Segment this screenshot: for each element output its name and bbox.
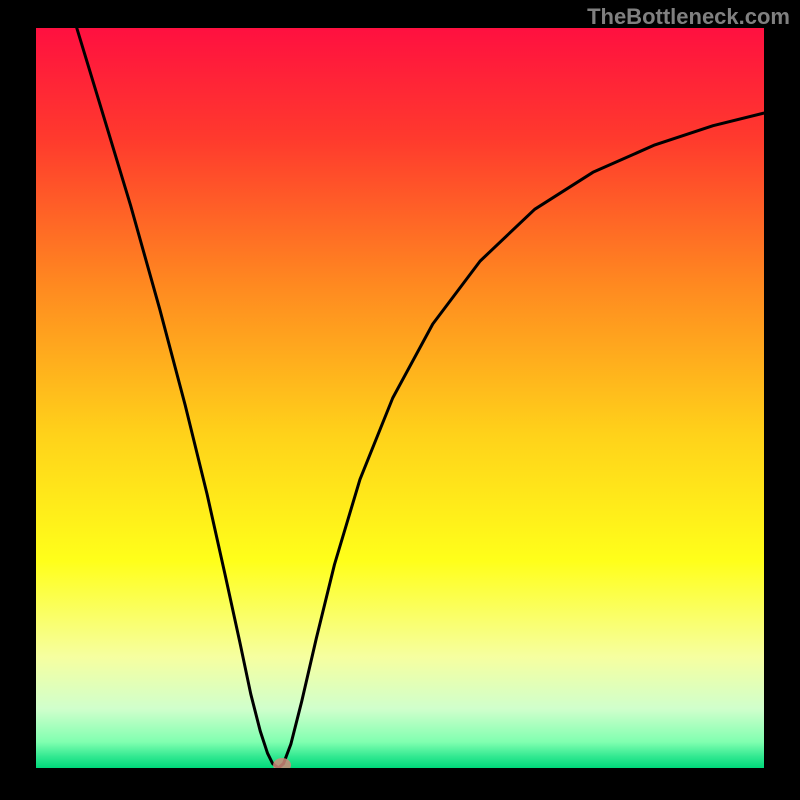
- minimum-marker: [273, 758, 291, 768]
- curve-svg: [36, 28, 764, 768]
- bottleneck-curve: [77, 28, 764, 768]
- plot-area: [36, 28, 764, 768]
- chart-container: { "watermark": { "text": "TheBottleneck.…: [0, 0, 800, 800]
- gradient-background: [36, 28, 764, 768]
- watermark-text: TheBottleneck.com: [587, 4, 790, 30]
